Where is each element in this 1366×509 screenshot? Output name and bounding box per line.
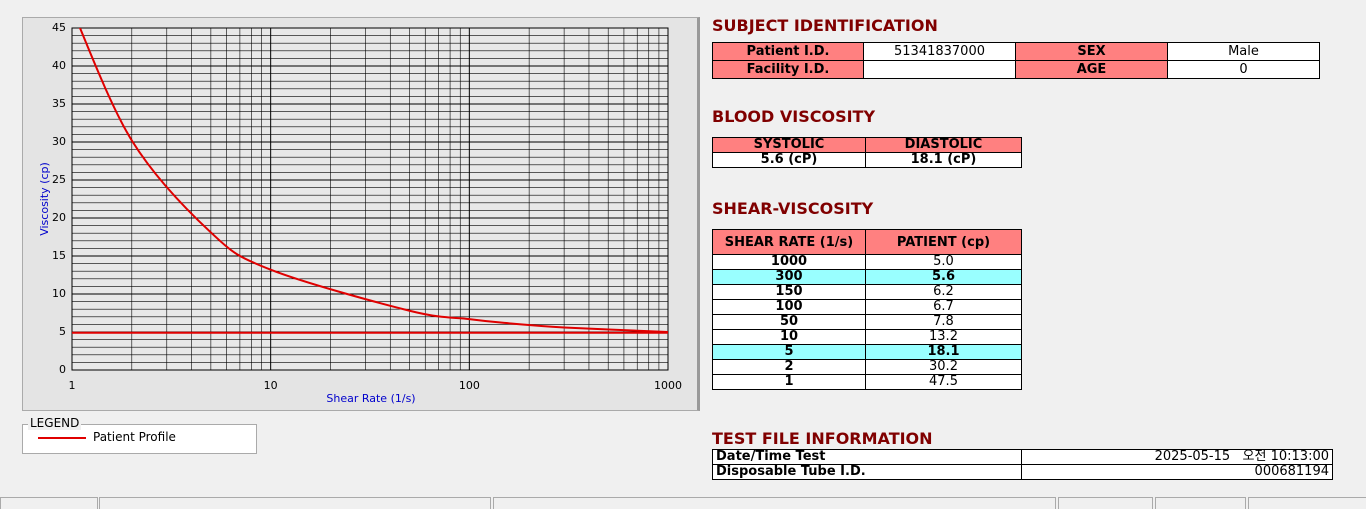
chart: Shear Rate (1/s) Viscosity (cp) 0 5 10 15 20… — [38, 21, 682, 405]
legend-title: LEGEND — [28, 416, 82, 430]
label: Disposable Tube I.D. — [712, 464, 1022, 480]
status-segment — [99, 497, 491, 509]
viscosity: 6.2 — [865, 284, 1022, 300]
row: 100 6.7 — [712, 299, 1022, 315]
y-tick-label: 20 — [52, 211, 66, 224]
status-segment — [1155, 497, 1246, 509]
value: 0 — [1167, 60, 1320, 79]
shear-rate: 50 — [712, 314, 866, 330]
shear-rate: 5 — [712, 344, 866, 360]
legend-entry: Patient Profile — [93, 430, 176, 444]
row: 2 30.2 — [712, 359, 1022, 375]
row: 50 7.8 — [712, 314, 1022, 330]
shear-rate: 2 — [712, 359, 866, 375]
legend-swatch — [38, 437, 86, 439]
viscosity: 5.0 — [865, 254, 1022, 270]
status-segment — [1248, 497, 1366, 509]
shear-rate: 100 — [712, 299, 866, 315]
header: PATIENT (cp) — [865, 229, 1022, 255]
y-tick-label: 0 — [59, 363, 66, 376]
y-tick-label: 25 — [52, 173, 66, 186]
row: Patient I.D. 51341837000 SEX Male — [712, 42, 1320, 61]
row: SHEAR RATE (1/s) PATIENT (cp) — [712, 229, 1022, 255]
row: Date/Time Test 2025-05-15 오전 10:13:00 — [712, 449, 1333, 465]
value: 5.6 (cP) — [712, 152, 866, 168]
shear-rate: 1000 — [712, 254, 866, 270]
label: AGE — [1015, 60, 1168, 79]
plot-border — [71, 27, 669, 371]
shear-rate: 150 — [712, 284, 866, 300]
subject-table: Patient I.D. 51341837000 SEX Male Facility … — [712, 42, 1320, 79]
row: 1 47.5 — [712, 374, 1022, 390]
row: 300 5.6 — [712, 269, 1022, 285]
value: 000681194 — [1021, 464, 1333, 480]
x-axis-label: Shear Rate (1/s) — [326, 392, 415, 405]
shear-table: SHEAR RATE (1/s) PATIENT (cp) 1000 5.0 300 5… — [712, 229, 1022, 390]
header: SHEAR RATE (1/s) — [712, 229, 866, 255]
y-tick-label: 10 — [52, 287, 66, 300]
section-title: SHEAR-VISCOSITY — [712, 199, 874, 218]
viscosity: 18.1 — [865, 344, 1022, 360]
x-tick-label: 100 — [459, 379, 480, 392]
viscosity: 7.8 — [865, 314, 1022, 330]
label: SEX — [1015, 42, 1168, 61]
row: Facility I.D. AGE 0 — [712, 60, 1320, 79]
viscosity: 47.5 — [865, 374, 1022, 390]
y-tick-label: 45 — [52, 21, 66, 34]
x-tick-label: 10 — [264, 379, 278, 392]
x-tick-label: 1000 — [654, 379, 682, 392]
row: SYSTOLIC DIASTOLIC — [712, 137, 1022, 153]
value: 2025-05-15 오전 10:13:00 — [1021, 449, 1333, 465]
label: Date/Time Test — [712, 449, 1022, 465]
y-tick-label: 30 — [52, 135, 66, 148]
label: Patient I.D. — [712, 42, 864, 61]
y-tick-label: 40 — [52, 59, 66, 72]
y-tick-label: 35 — [52, 97, 66, 110]
value: 51341837000 — [863, 42, 1016, 61]
section-title: TEST FILE INFORMATION — [712, 429, 933, 448]
status-segment — [1058, 497, 1153, 509]
row: 150 6.2 — [712, 284, 1022, 300]
shear-rate: 10 — [712, 329, 866, 345]
header: SYSTOLIC — [712, 137, 866, 153]
test-file-table: Date/Time Test 2025-05-15 오전 10:13:00 Dis… — [712, 449, 1333, 480]
section-title: SUBJECT IDENTIFICATION — [712, 16, 938, 35]
value: 18.1 (cP) — [865, 152, 1022, 168]
y-tick-label: 5 — [59, 325, 66, 338]
status-segment — [0, 497, 98, 509]
blood-table: SYSTOLIC DIASTOLIC 5.6 (cP) 18.1 (cP) — [712, 137, 1022, 168]
series-line — [78, 28, 668, 333]
shear-rate: 300 — [712, 269, 866, 285]
y-axis-label: Viscosity (cp) — [38, 162, 51, 236]
value — [863, 60, 1016, 79]
label: Facility I.D. — [712, 60, 864, 79]
row: Disposable Tube I.D. 000681194 — [712, 464, 1333, 480]
status-segment — [493, 497, 1056, 509]
header: DIASTOLIC — [865, 137, 1022, 153]
viscosity: 30.2 — [865, 359, 1022, 375]
viscosity: 5.6 — [865, 269, 1022, 285]
viscosity: 6.7 — [865, 299, 1022, 315]
section-title: BLOOD VISCOSITY — [712, 107, 876, 126]
shear-rate: 1 — [712, 374, 866, 390]
row: 1000 5.0 — [712, 254, 1022, 270]
row: 5.6 (cP) 18.1 (cP) — [712, 152, 1022, 168]
viscosity: 13.2 — [865, 329, 1022, 345]
row: 5 18.1 — [712, 344, 1022, 360]
value: Male — [1167, 42, 1320, 61]
row: 10 13.2 — [712, 329, 1022, 345]
x-tick-label: 1 — [69, 379, 76, 392]
y-tick-label: 15 — [52, 249, 66, 262]
plot-area — [72, 28, 668, 370]
